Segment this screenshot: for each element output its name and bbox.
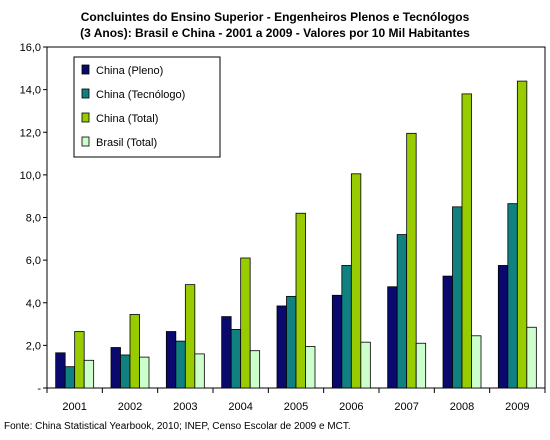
y-tick-label: 16,0 [20,42,41,54]
legend-swatch [81,64,90,75]
bar [471,335,482,389]
bar [129,314,140,389]
bar [276,305,287,389]
x-tick-label: 2007 [394,401,418,413]
x-tick-label: 2001 [62,401,86,413]
bar [240,257,251,389]
source-note: Fonte: China Statistical Yearbook, 2010;… [4,421,351,432]
bar [387,286,398,389]
bar [406,132,417,389]
x-tick-label: 2004 [228,401,252,413]
bar [452,206,463,389]
plot-area: - 2,0 4,0 6,0 8,0 10,0 12,0 14,0 16,0 2001 2002 200… [20,42,546,413]
bar [286,295,297,389]
bar [230,328,242,389]
bar [55,352,66,389]
x-tick-label: 2002 [118,401,142,413]
chart-title-line-1: Concluintes do Ensino Superior - Engenhe… [80,10,470,24]
y-tick-label: - [37,383,41,395]
y-tick-label: 6,0 [26,255,41,267]
bar [516,80,528,389]
bar [249,350,261,389]
x-tick-label: 2006 [339,401,363,413]
legend-label: China (Total) [96,113,158,125]
bar [305,346,316,389]
bar [184,284,196,389]
bar [507,203,518,389]
bar [461,93,472,389]
bar [221,316,232,389]
bar [139,356,150,389]
legend-swatch [81,136,90,147]
legend-label: China (Tecnólogo) [96,89,185,101]
bar [360,341,371,389]
bar [165,331,177,389]
bar [175,340,186,389]
bar [74,331,85,389]
bar [497,265,509,389]
bar [350,173,362,389]
legend-box [73,56,221,158]
y-tick-label: 8,0 [26,213,41,225]
y-tick-label: 14,0 [20,85,41,97]
bar [415,342,427,389]
x-tick-label: 2008 [450,401,474,413]
legend-label: China (Pleno) [96,65,163,77]
legend-swatch [81,88,90,99]
y-tick-label: 4,0 [26,298,41,310]
bar [526,326,537,389]
legend-label: Brasil (Total) [96,137,157,149]
bar [110,347,121,389]
y-tick-label: 12,0 [20,127,41,139]
x-tick-label: 2003 [173,401,197,413]
legend-swatch [81,112,90,123]
x-tick-label: 2009 [505,401,529,413]
bar [120,354,131,389]
bar [83,359,95,389]
bar [341,265,352,389]
bar [194,353,205,389]
chart-title: Concluintes do Ensino Superior - Engenhe… [0,9,550,41]
y-tick-label: 2,0 [26,340,41,352]
y-tick-label: 10,0 [20,170,41,182]
bar [442,275,453,389]
x-tick-label: 2005 [284,401,308,413]
bar [295,212,306,389]
bar [331,294,343,389]
chart-title-line-2: (3 Anos): Brasil e China - 2001 a 2009 -… [80,26,470,40]
bar [64,366,76,389]
bar [396,234,408,389]
